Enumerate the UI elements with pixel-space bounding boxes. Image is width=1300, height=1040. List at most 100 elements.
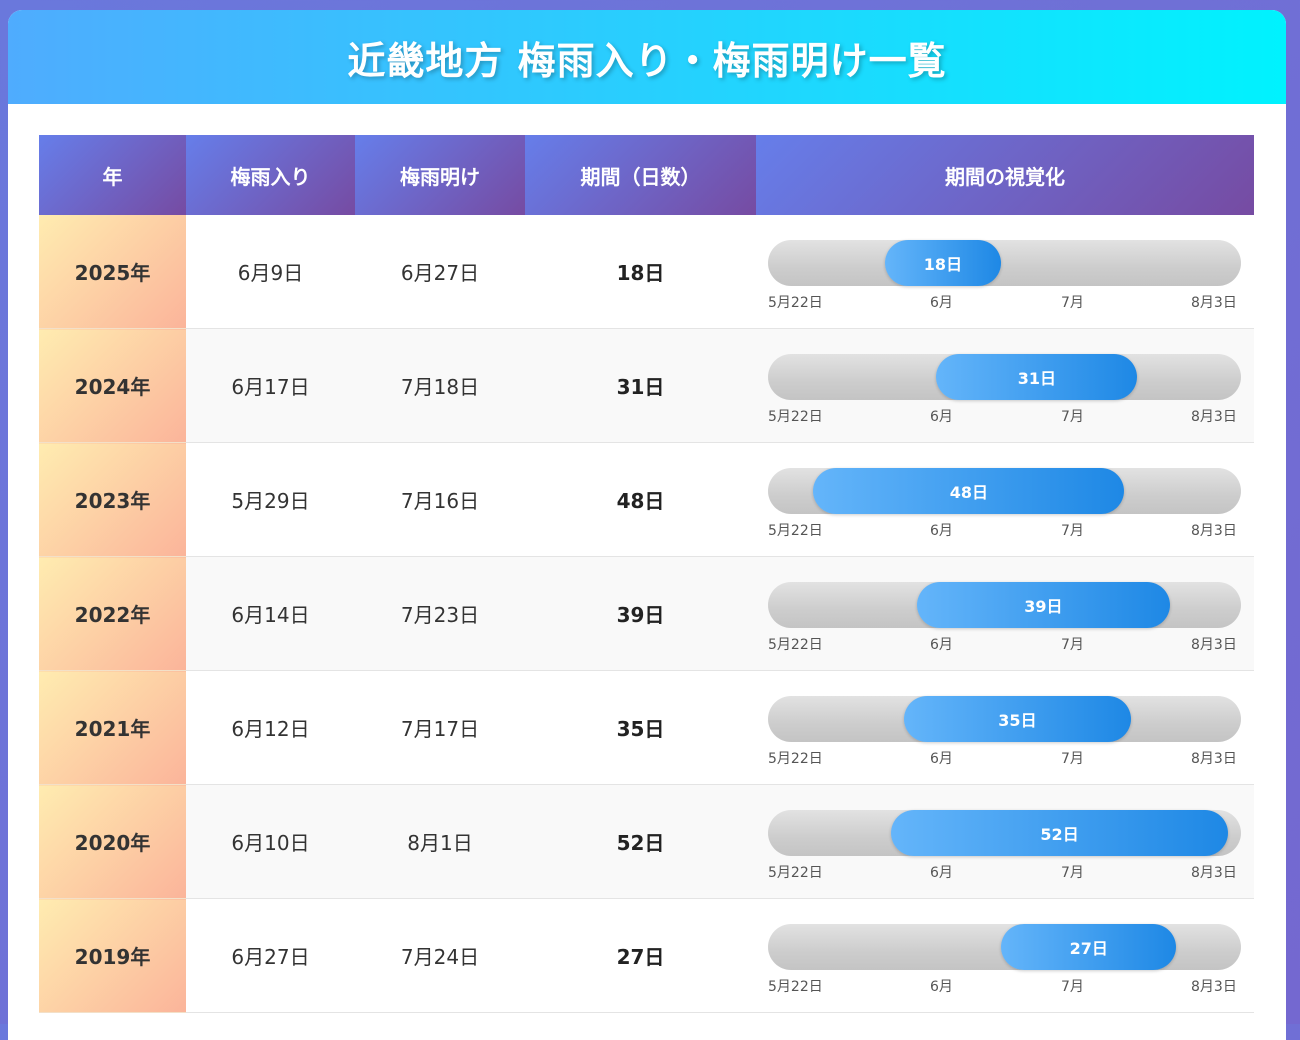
period-track: 48日	[768, 467, 1241, 514]
start-date-cell: 6月12日	[186, 670, 355, 785]
duration-cell: 52日	[525, 784, 756, 899]
year-cell: 2019年	[39, 898, 186, 1013]
title-banner: 近畿地方 梅雨入り・梅雨明け一覧	[8, 10, 1286, 104]
viz-cell: 27日 5月22日 6月 7月 8月3日	[756, 898, 1254, 1013]
page-title: 近畿地方 梅雨入り・梅雨明け一覧	[347, 38, 947, 83]
viz-cell: 52日 5月22日 6月 7月 8月3日	[756, 784, 1254, 899]
header-year: 年	[39, 135, 186, 215]
axis-label: 5月22日	[768, 750, 823, 767]
axis-label: 8月3日	[1191, 750, 1237, 767]
axis-label: 6月	[930, 294, 953, 311]
duration-cell: 35日	[525, 670, 756, 785]
table-row: 2022年 6月14日 7月23日 39日 39日 5月22日 6月 7月 8月3日	[39, 556, 1254, 671]
period-bar: 52日	[891, 809, 1229, 856]
axis-label: 5月22日	[768, 294, 823, 311]
axis-label: 8月3日	[1191, 864, 1237, 881]
period-track: 27日	[768, 923, 1241, 970]
table-row: 2020年 6月10日 8月1日 52日 52日 5月22日 6月 7月 8月3日	[39, 784, 1254, 899]
start-date-cell: 6月10日	[186, 784, 355, 899]
axis-label: 7月	[1061, 978, 1084, 995]
axis-label: 7月	[1061, 522, 1084, 539]
duration-cell: 27日	[525, 898, 756, 1013]
axis-label: 6月	[930, 522, 953, 539]
viz-cell: 35日 5月22日 6月 7月 8月3日	[756, 670, 1254, 785]
axis-label: 6月	[930, 636, 953, 653]
end-date-cell: 7月18日	[355, 328, 525, 443]
end-date-cell: 7月24日	[355, 898, 525, 1013]
header-start: 梅雨入り	[186, 135, 355, 215]
period-track: 31日	[768, 353, 1241, 400]
year-cell: 2021年	[39, 670, 186, 785]
start-date-cell: 6月9日	[186, 215, 355, 329]
axis-label: 7月	[1061, 636, 1084, 653]
table-row: 2021年 6月12日 7月17日 35日 35日 5月22日 6月 7月 8月3日	[39, 670, 1254, 785]
axis-label: 5月22日	[768, 864, 823, 881]
year-cell: 2025年	[39, 215, 186, 329]
table-row: 2019年 6月27日 7月24日 27日 27日 5月22日 6月 7月 8月3日	[39, 898, 1254, 1013]
axis-label: 6月	[930, 408, 953, 425]
period-bar: 31日	[936, 353, 1138, 400]
period-visualization: 18日 5月22日 6月 7月 8月3日	[768, 232, 1241, 312]
end-date-cell: 7月17日	[355, 670, 525, 785]
axis-label: 5月22日	[768, 408, 823, 425]
period-bar: 18日	[884, 239, 1002, 286]
table-header-row: 年 梅雨入り 梅雨明け 期間（日数） 期間の視覚化	[39, 135, 1254, 215]
end-date-cell: 6月27日	[355, 215, 525, 329]
axis-label: 6月	[930, 750, 953, 767]
year-cell: 2020年	[39, 784, 186, 899]
viz-cell: 31日 5月22日 6月 7月 8月3日	[756, 328, 1254, 443]
period-visualization: 39日 5月22日 6月 7月 8月3日	[768, 574, 1241, 654]
table-row: 2024年 6月17日 7月18日 31日 31日 5月22日 6月 7月 8月3日	[39, 328, 1254, 443]
period-visualization: 27日 5月22日 6月 7月 8月3日	[768, 916, 1241, 996]
header-duration: 期間（日数）	[525, 135, 756, 215]
rainy-season-table: 年 梅雨入り 梅雨明け 期間（日数） 期間の視覚化 2025年 6月9日 6月27日…	[39, 135, 1254, 1013]
duration-cell: 39日	[525, 556, 756, 671]
year-cell: 2023年	[39, 442, 186, 557]
main-card: 近畿地方 梅雨入り・梅雨明け一覧 年 梅雨入り 梅雨明け 期間（日数） 期間の視…	[8, 10, 1286, 1040]
period-visualization: 52日 5月22日 6月 7月 8月3日	[768, 802, 1241, 882]
axis-label: 7月	[1061, 864, 1084, 881]
table-body: 2025年 6月9日 6月27日 18日 18日 5月22日 6月 7月 8月3日 2024年 6月…	[39, 215, 1254, 1013]
duration-cell: 48日	[525, 442, 756, 557]
viz-cell: 39日 5月22日 6月 7月 8月3日	[756, 556, 1254, 671]
period-track: 18日	[768, 239, 1241, 286]
period-track: 52日	[768, 809, 1241, 856]
start-date-cell: 6月27日	[186, 898, 355, 1013]
axis-label: 7月	[1061, 294, 1084, 311]
period-visualization: 31日 5月22日 6月 7月 8月3日	[768, 346, 1241, 426]
axis-label: 6月	[930, 978, 953, 995]
axis-label: 7月	[1061, 408, 1084, 425]
year-cell: 2024年	[39, 328, 186, 443]
axis-label: 5月22日	[768, 522, 823, 539]
axis-label: 8月3日	[1191, 636, 1237, 653]
year-cell: 2022年	[39, 556, 186, 671]
axis-label: 5月22日	[768, 978, 823, 995]
period-bar: 27日	[1001, 923, 1177, 970]
end-date-cell: 8月1日	[355, 784, 525, 899]
viz-cell: 18日 5月22日 6月 7月 8月3日	[756, 215, 1254, 329]
start-date-cell: 6月14日	[186, 556, 355, 671]
duration-cell: 18日	[525, 215, 756, 329]
axis-label: 7月	[1061, 750, 1084, 767]
start-date-cell: 5月29日	[186, 442, 355, 557]
table-row: 2023年 5月29日 7月16日 48日 48日 5月22日 6月 7月 8月3日	[39, 442, 1254, 557]
period-visualization: 35日 5月22日 6月 7月 8月3日	[768, 688, 1241, 768]
header-viz: 期間の視覚化	[756, 135, 1254, 215]
axis-label: 5月22日	[768, 636, 823, 653]
period-track: 35日	[768, 695, 1241, 742]
end-date-cell: 7月23日	[355, 556, 525, 671]
duration-cell: 31日	[525, 328, 756, 443]
axis-label: 8月3日	[1191, 978, 1237, 995]
table-row: 2025年 6月9日 6月27日 18日 18日 5月22日 6月 7月 8月3日	[39, 215, 1254, 329]
viz-cell: 48日 5月22日 6月 7月 8月3日	[756, 442, 1254, 557]
period-bar: 48日	[813, 467, 1125, 514]
period-visualization: 48日 5月22日 6月 7月 8月3日	[768, 460, 1241, 540]
start-date-cell: 6月17日	[186, 328, 355, 443]
period-track: 39日	[768, 581, 1241, 628]
header-end: 梅雨明け	[355, 135, 525, 215]
axis-label: 8月3日	[1191, 294, 1237, 311]
axis-label: 8月3日	[1191, 522, 1237, 539]
axis-label: 6月	[930, 864, 953, 881]
period-bar: 35日	[904, 695, 1131, 742]
axis-label: 8月3日	[1191, 408, 1237, 425]
